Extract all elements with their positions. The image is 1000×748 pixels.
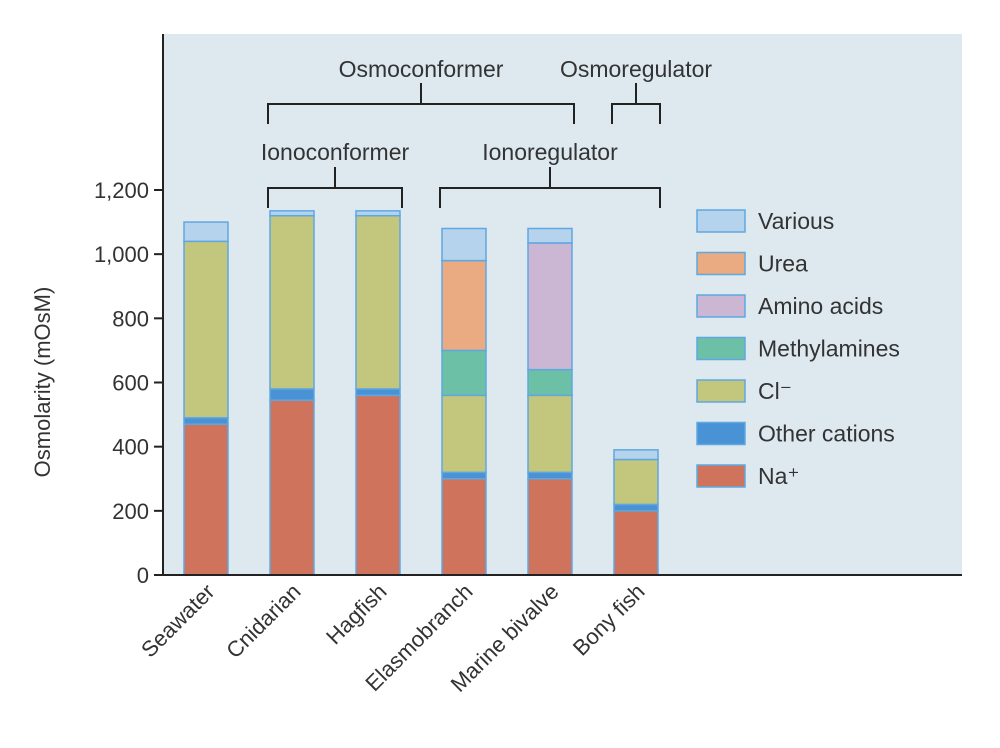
legend-swatch (696, 294, 746, 318)
bar-elasmobranch-other-cations (441, 471, 487, 480)
x-tick-label-seawater: Seawater (136, 579, 219, 662)
bar-bony-fish-various (613, 449, 659, 461)
bar-hagfish-na (355, 394, 401, 576)
bar-stack-elasmobranch (441, 227, 487, 576)
y-tick-label: 800 (112, 306, 149, 331)
legend-label: Na⁺ (758, 463, 800, 489)
bar-elasmobranch-urea (441, 259, 487, 352)
legend-label: Urea (758, 251, 808, 277)
bar-cnidarian-na (269, 399, 315, 576)
legend: Various Urea Amino acids Methylamines Cl⁻ Oth… (696, 208, 900, 489)
bracket-line (439, 167, 661, 208)
legend-label: Methylamines (758, 336, 900, 362)
bar-hagfish-cl (355, 214, 401, 390)
legend-item-cl: Cl⁻ (696, 378, 792, 404)
bar-stack-cnidarian (269, 210, 315, 576)
bracket-line (611, 83, 661, 124)
legend-label: Other cations (758, 421, 895, 447)
bar-elasmobranch-na (441, 478, 487, 576)
bracket-line (267, 167, 403, 208)
legend-label: Amino acids (758, 293, 883, 319)
bar-marine-bivalve-cl (527, 394, 573, 474)
x-ticks: Seawater Cnidarian HagfishElasmobranchMari… (136, 579, 649, 697)
legend-item-other-cations: Other cations (696, 421, 895, 447)
bar-stack-seawater (183, 221, 229, 576)
bar-elasmobranch-methylamines (441, 349, 487, 397)
bar-bony-fish-other-cations (613, 503, 659, 512)
bar-bony-fish-na (613, 510, 659, 576)
legend-swatch (696, 209, 746, 233)
bar-stack-hagfish (355, 210, 401, 576)
x-tick-label-hagfish: Hagfish (321, 579, 391, 649)
group-brackets: Osmoconformer Osmoregulator Ionoconformer I… (261, 56, 712, 208)
bracket-ionoconformer: Ionoconformer (261, 139, 410, 208)
bracket-ionoregulator: Ionoregulator (439, 139, 661, 208)
bar-cnidarian-cl (269, 214, 315, 390)
legend-item-various: Various (696, 208, 834, 234)
y-ticks: 0 200 400 600 800 1,000 1,200 (94, 178, 163, 588)
bar-hagfish-various (355, 210, 401, 217)
legend-item-methylamines: Methylamines (696, 336, 900, 362)
bar-marine-bivalve-na (527, 478, 573, 576)
bar-marine-bivalve-amino-acids (527, 242, 573, 371)
bracket-line (267, 83, 575, 124)
x-tick-label-cnidarian: Cnidarian (221, 579, 305, 663)
legend-label: Various (758, 208, 834, 234)
legend-swatch (696, 464, 746, 488)
bar-marine-bivalve-other-cations (527, 471, 573, 480)
legend-item-na: Na⁺ (696, 463, 800, 489)
bracket-osmoregulator: Osmoregulator (560, 56, 712, 124)
y-tick-label: 400 (112, 435, 149, 460)
legend-item-amino-acids: Amino acids (696, 293, 883, 319)
x-tick-label-bony-fish: Bony fish (568, 579, 650, 661)
y-tick-label: 1,200 (94, 178, 149, 203)
legend-swatch (696, 336, 746, 361)
legend-swatch (696, 421, 746, 446)
legend-swatch (696, 251, 746, 276)
bracket-label: Ionoregulator (482, 139, 618, 165)
legend-label: Cl⁻ (758, 378, 792, 404)
bar-seawater-various (183, 221, 229, 243)
y-tick-label: 0 (137, 563, 149, 588)
bar-seawater-na (183, 423, 229, 576)
bracket-label: Osmoregulator (560, 56, 712, 82)
bar-bony-fish-cl (613, 458, 659, 506)
bracket-label: Ionoconformer (261, 139, 410, 165)
bar-stack-marine-bivalve (527, 227, 573, 576)
bar-elasmobranch-cl (441, 394, 487, 474)
bar-seawater-other-cations (183, 417, 229, 425)
axes (162, 34, 962, 576)
bar-marine-bivalve-various (527, 227, 573, 244)
bar-marine-bivalve-methylamines (527, 368, 573, 397)
bar-cnidarian-other-cations (269, 388, 315, 401)
bar-cnidarian-various (269, 210, 315, 217)
y-tick-label: 1,000 (94, 242, 149, 267)
bar-elasmobranch-various (441, 227, 487, 262)
bars (183, 210, 659, 576)
bracket-label: Osmoconformer (339, 56, 504, 82)
y-tick-label: 200 (112, 499, 149, 524)
legend-swatch (696, 379, 746, 403)
bar-seawater-cl (183, 240, 229, 419)
y-axis-label: Osmolarity (mOsM) (30, 287, 55, 478)
y-tick-label: 600 (112, 371, 149, 396)
bar-hagfish-other-cations (355, 388, 401, 397)
bracket-osmoconformer: Osmoconformer (267, 56, 575, 124)
bar-stack-bony-fish (613, 449, 659, 576)
legend-item-urea: Urea (696, 251, 808, 277)
